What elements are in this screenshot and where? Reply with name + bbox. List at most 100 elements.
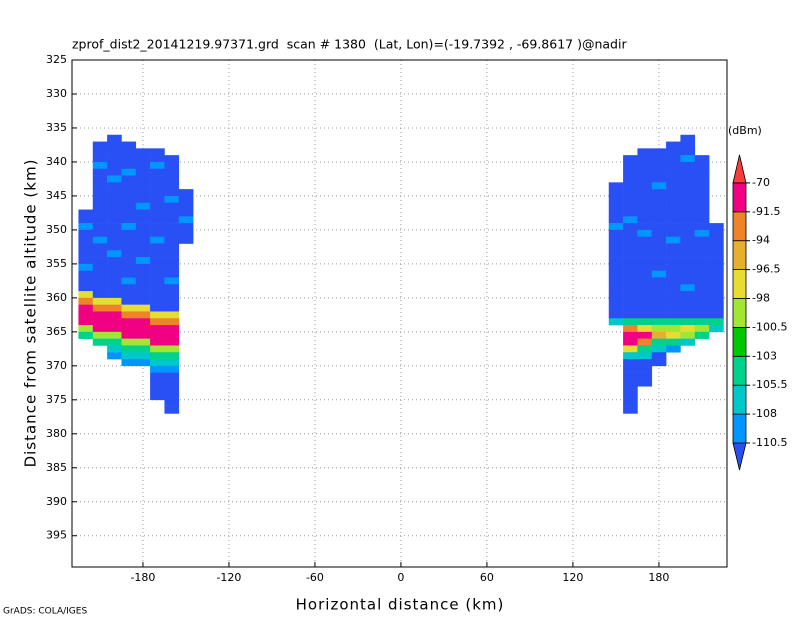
cell xyxy=(623,304,638,312)
cell xyxy=(608,195,624,204)
cell xyxy=(694,284,710,292)
cell xyxy=(92,297,108,305)
cell xyxy=(121,229,137,238)
cell xyxy=(680,270,696,278)
colorbar-label: -100.5 xyxy=(752,320,787,333)
cell xyxy=(135,195,151,204)
cell xyxy=(666,175,681,183)
cell xyxy=(637,277,653,285)
cell xyxy=(623,229,638,238)
cell xyxy=(107,182,122,190)
cell xyxy=(107,134,122,142)
x-tick-label: 180 xyxy=(648,571,669,584)
cell xyxy=(680,168,696,176)
cell xyxy=(651,155,667,163)
cell xyxy=(92,284,108,292)
cell xyxy=(121,202,137,210)
cell xyxy=(92,229,108,238)
cell xyxy=(135,318,151,326)
cell xyxy=(651,189,667,197)
cell xyxy=(121,189,137,197)
cell xyxy=(623,155,638,163)
colorbar-label: -91.5 xyxy=(752,205,780,218)
cell xyxy=(121,155,137,163)
cell xyxy=(694,209,710,217)
cell xyxy=(680,257,696,265)
cell xyxy=(709,243,724,251)
cell xyxy=(150,304,165,312)
cell xyxy=(178,189,194,197)
y-tick-label: 335 xyxy=(46,121,67,134)
cell xyxy=(78,250,94,258)
cell xyxy=(623,263,638,271)
cell xyxy=(608,189,624,197)
colorbar-segment xyxy=(732,298,747,328)
cell xyxy=(150,195,165,204)
cell xyxy=(107,284,122,292)
plot-frame xyxy=(71,59,728,568)
cell xyxy=(623,270,638,278)
y-tick-label: 330 xyxy=(46,87,67,100)
cell xyxy=(637,250,653,258)
cell xyxy=(135,263,151,271)
cell xyxy=(623,331,638,339)
cell xyxy=(164,372,180,380)
cell xyxy=(135,148,151,156)
cell xyxy=(164,195,180,204)
x-tick-label: -60 xyxy=(306,571,324,584)
colorbar-segment xyxy=(732,240,747,270)
cell xyxy=(623,345,638,353)
cell xyxy=(694,304,710,312)
cell xyxy=(637,195,653,204)
cell xyxy=(92,216,108,224)
colorbar-segment xyxy=(732,384,747,415)
x-tick-label: -180 xyxy=(130,571,155,584)
cell xyxy=(608,297,624,305)
cell xyxy=(135,236,151,244)
cell xyxy=(92,270,108,278)
cell xyxy=(694,202,710,210)
cell xyxy=(637,338,653,346)
cell xyxy=(150,345,165,353)
cell xyxy=(637,189,653,197)
cell xyxy=(150,202,165,210)
cell xyxy=(107,291,122,299)
cell xyxy=(651,148,667,156)
cell xyxy=(107,263,122,271)
cell xyxy=(92,243,108,251)
cell xyxy=(608,236,624,244)
cell xyxy=(680,182,696,190)
cell xyxy=(709,304,724,312)
cell xyxy=(178,195,194,204)
cell xyxy=(709,270,724,278)
cell xyxy=(651,338,667,346)
cell xyxy=(150,243,165,251)
cell xyxy=(637,304,653,312)
cell xyxy=(92,263,108,271)
cell xyxy=(637,257,653,265)
cell xyxy=(666,161,681,170)
y-tick-label: 355 xyxy=(46,257,67,270)
cell xyxy=(651,284,667,292)
cell xyxy=(135,311,151,319)
cell xyxy=(666,209,681,217)
cell xyxy=(651,243,667,251)
cell xyxy=(651,311,667,319)
cell xyxy=(666,195,681,204)
cell xyxy=(150,338,165,346)
cell xyxy=(694,270,710,278)
cell xyxy=(121,263,137,271)
cell xyxy=(135,277,151,285)
cell xyxy=(694,161,710,170)
cell xyxy=(694,277,710,285)
cell xyxy=(78,263,94,271)
colorbar-segment xyxy=(732,326,747,357)
cell xyxy=(709,297,724,305)
cell xyxy=(78,243,94,251)
cell xyxy=(651,161,667,170)
cell xyxy=(680,304,696,312)
cell xyxy=(78,325,94,333)
cell xyxy=(680,311,696,319)
cell xyxy=(637,155,653,163)
cell xyxy=(164,311,180,319)
